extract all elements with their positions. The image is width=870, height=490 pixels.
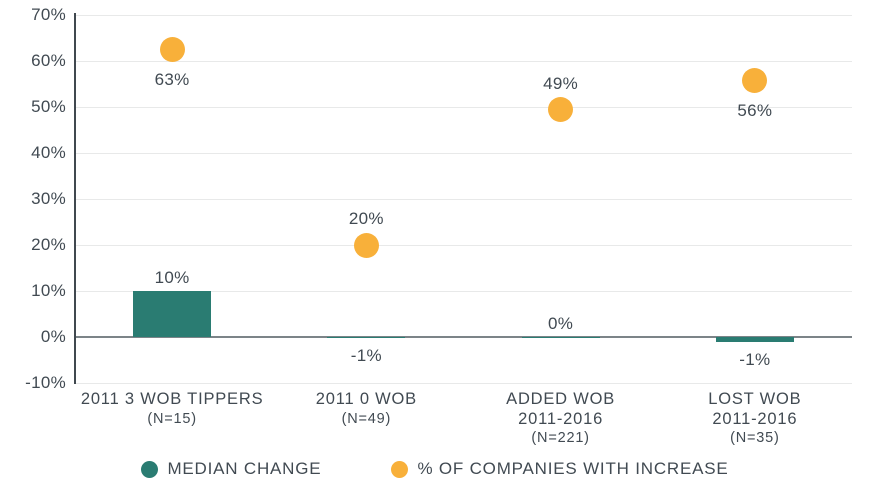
legend-item-pct-increase: % OF COMPANIES WITH INCREASE — [391, 459, 728, 479]
dot-value-label: 56% — [737, 101, 773, 121]
y-tick-label: 50% — [31, 97, 66, 116]
category-label: LOST WOB 2011-2016 (N=35) — [658, 390, 852, 447]
dot-pct-increase — [159, 36, 185, 62]
legend-label-median-change: MEDIAN CHANGE — [167, 459, 322, 478]
zero-gridline — [75, 336, 852, 338]
category-label-line: 2011-2016 — [712, 409, 798, 428]
y-tick-label: 60% — [31, 51, 66, 70]
dot-pct-increase — [742, 67, 768, 93]
y-tick-label: -10% — [25, 373, 66, 392]
y-tick-label: 40% — [31, 143, 66, 162]
gridline — [75, 106, 852, 108]
category-label: 2011 0 WOB (N=49) — [269, 390, 463, 428]
gridline — [75, 60, 852, 62]
gridline — [75, 198, 852, 200]
y-tick-label: 0% — [40, 327, 66, 346]
y-axis-line — [74, 13, 76, 384]
bar-median-change — [715, 337, 794, 342]
category-n-count: (N=35) — [730, 430, 780, 446]
legend: MEDIAN CHANGE % OF COMPANIES WITH INCREA… — [0, 456, 870, 482]
median-change-marker-icon — [141, 460, 159, 478]
legend-label-pct-increase: % OF COMPANIES WITH INCREASE — [417, 459, 729, 478]
dot-pct-increase — [353, 232, 379, 258]
y-tick-label: 70% — [31, 5, 66, 24]
gridline — [75, 14, 852, 16]
category-label-line: ADDED WOB — [506, 390, 616, 408]
y-tick-label: 30% — [31, 189, 66, 208]
bar-median-change — [521, 337, 600, 338]
pct-increase-marker-icon — [391, 460, 409, 478]
dot-value-label: 49% — [543, 73, 579, 93]
gridline — [75, 382, 852, 384]
category-n-count: (N=221) — [531, 430, 590, 446]
category-n-count: (N=15) — [147, 410, 197, 427]
legend-item-median-change: MEDIAN CHANGE — [141, 459, 321, 479]
y-tick-label: 10% — [31, 281, 66, 300]
gridline — [75, 290, 852, 292]
category-label: ADDED WOB 2011-2016 (N=221) — [464, 390, 658, 447]
bar-value-label: -1% — [350, 346, 382, 366]
bar-value-label: 0% — [548, 314, 574, 333]
category-label-line: 2011 0 WOB — [315, 390, 417, 408]
y-tick-label: 20% — [31, 235, 66, 254]
dot-value-label: 20% — [348, 209, 384, 228]
bar-value-label: 10% — [154, 268, 190, 287]
bar-median-change — [133, 291, 212, 337]
gridline — [75, 152, 852, 154]
category-label: 2011 3 WOB TIPPERS (N=15) — [75, 390, 269, 428]
dot-value-label: 63% — [154, 70, 190, 90]
category-label-line: 2011 3 WOB TIPPERS — [80, 390, 264, 408]
bar-median-change — [327, 337, 406, 338]
category-label-line: 2011-2016 — [518, 409, 604, 428]
dot-pct-increase — [548, 97, 574, 123]
category-label-line: LOST WOB — [708, 390, 802, 408]
bar-value-label: -1% — [739, 350, 771, 370]
gridline — [75, 244, 852, 246]
category-n-count: (N=49) — [341, 410, 392, 427]
